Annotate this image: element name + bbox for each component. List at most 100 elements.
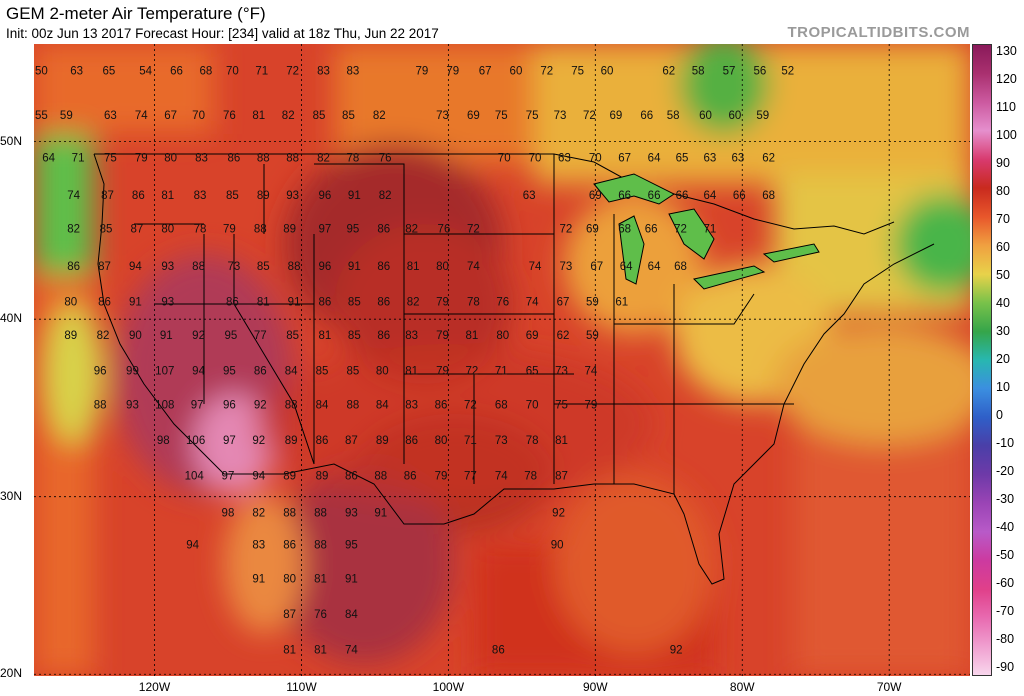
- temperature-label: 83: [194, 190, 207, 202]
- temperature-label: 86: [98, 296, 111, 308]
- temperature-label: 86: [377, 330, 390, 342]
- temperature-label: 82: [97, 330, 110, 342]
- temperature-label: 99: [126, 366, 139, 378]
- temperature-label: 50: [35, 66, 48, 78]
- longitude-label: 90W: [582, 680, 608, 694]
- great-lakes: [593, 173, 820, 290]
- temperature-label: 71: [464, 435, 477, 447]
- colorbar-tick-label: 60: [996, 240, 1010, 254]
- temperature-label: 66: [733, 190, 746, 202]
- temperature-label: 88: [346, 399, 359, 411]
- temperature-label: 70: [226, 66, 239, 78]
- temperature-label: 79: [435, 470, 448, 482]
- temperature-label: 72: [583, 110, 596, 122]
- temperature-label: 76: [223, 110, 236, 122]
- temperature-label: 82: [282, 110, 295, 122]
- temperature-label: 59: [586, 330, 599, 342]
- temperature-label: 59: [60, 110, 73, 122]
- temperature-label: 93: [126, 399, 139, 411]
- temperature-label: 85: [346, 366, 359, 378]
- latitude-label: 40N: [0, 311, 23, 326]
- temperature-label: 75: [555, 399, 568, 411]
- colorbar-tick-label: 30: [996, 324, 1010, 338]
- temperature-label: 72: [560, 224, 573, 236]
- temperature-label: 73: [436, 110, 449, 122]
- temperature-label: 106: [186, 435, 205, 447]
- temperature-label: 97: [222, 470, 235, 482]
- temperature-label: 84: [376, 399, 389, 411]
- temperature-label: 70: [529, 153, 542, 165]
- temperature-label: 92: [670, 644, 683, 656]
- temperature-label: 71: [255, 66, 268, 78]
- colorbar-tick-label: -70: [996, 604, 1015, 618]
- temperature-label: 84: [316, 399, 329, 411]
- temperature-label: 64: [648, 153, 661, 165]
- temperature-label: 68: [618, 224, 631, 236]
- colorbar-tick-label: -30: [996, 492, 1015, 506]
- colorbar-tick-label: 10: [996, 380, 1010, 394]
- temperature-label: 85: [100, 224, 113, 236]
- temperature-label: 63: [731, 153, 744, 165]
- temperature-label: 86: [377, 296, 390, 308]
- temperature-label: 86: [316, 435, 329, 447]
- temperature-label: 67: [479, 66, 492, 78]
- temperature-label: 71: [72, 153, 85, 165]
- temperature-label: 96: [319, 190, 332, 202]
- temperature-label: 76: [438, 224, 451, 236]
- temperature-label: 88: [288, 261, 301, 273]
- temperature-label: 69: [526, 330, 539, 342]
- temperature-label: 60: [510, 66, 523, 78]
- temperature-label: 80: [161, 224, 174, 236]
- temperature-label: 104: [185, 470, 205, 482]
- temperature-label: 65: [103, 66, 116, 78]
- temperature-label: 81: [314, 573, 327, 585]
- temperature-label: 80: [164, 153, 177, 165]
- temperature-label: 73: [495, 435, 508, 447]
- temperature-label: 87: [283, 609, 296, 621]
- temperature-label: 81: [283, 644, 296, 656]
- temperature-label: 69: [589, 190, 602, 202]
- temperature-label: 84: [285, 366, 298, 378]
- temperature-label: 70: [589, 153, 602, 165]
- temperature-label: 96: [223, 399, 236, 411]
- temperature-label: 64: [648, 261, 661, 273]
- temperature-label: 75: [571, 66, 584, 78]
- temperature-label: 91: [252, 573, 265, 585]
- temperature-label: 85: [313, 110, 326, 122]
- longitude-label: 80W: [729, 680, 755, 694]
- temperature-label: 63: [558, 153, 571, 165]
- longitude-label: 110W: [286, 680, 317, 694]
- temperature-label: 87: [101, 190, 114, 202]
- temperature-label: 97: [319, 224, 332, 236]
- temperature-label: 79: [436, 296, 449, 308]
- colorbar-tick-label: 80: [996, 184, 1010, 198]
- temperature-label: 88: [285, 399, 298, 411]
- temperature-label: 64: [620, 261, 633, 273]
- temperature-label: 85: [226, 190, 239, 202]
- temperature-label: 91: [348, 261, 361, 273]
- temperature-label: 66: [648, 190, 661, 202]
- longitude-label: 70W: [876, 680, 902, 694]
- colorbar-tick-label: -20: [996, 464, 1015, 478]
- temperature-label: 81: [252, 110, 265, 122]
- temperature-label: 95: [223, 366, 236, 378]
- temperature-label: 89: [283, 224, 296, 236]
- temperature-label: 85: [348, 296, 361, 308]
- temperature-label: 67: [557, 296, 570, 308]
- temperature-label: 59: [586, 296, 599, 308]
- temperature-label: 91: [345, 573, 358, 585]
- map-title: GEM 2-meter Air Temperature (°F): [6, 4, 266, 23]
- temperature-label: 85: [342, 110, 355, 122]
- temperature-label: 108: [155, 399, 174, 411]
- temperature-label: 78: [467, 296, 480, 308]
- temperature-label: 69: [609, 110, 622, 122]
- colorbar-tick-label: 120: [996, 72, 1017, 86]
- temperature-label: 88: [314, 508, 327, 520]
- temperature-label: 71: [495, 366, 508, 378]
- temperature-label: 82: [67, 224, 80, 236]
- temperature-label: 79: [584, 399, 597, 411]
- temperature-label: 95: [224, 330, 237, 342]
- temperature-label: 67: [618, 153, 631, 165]
- temperature-label: 73: [554, 110, 567, 122]
- temperature-label: 89: [285, 435, 298, 447]
